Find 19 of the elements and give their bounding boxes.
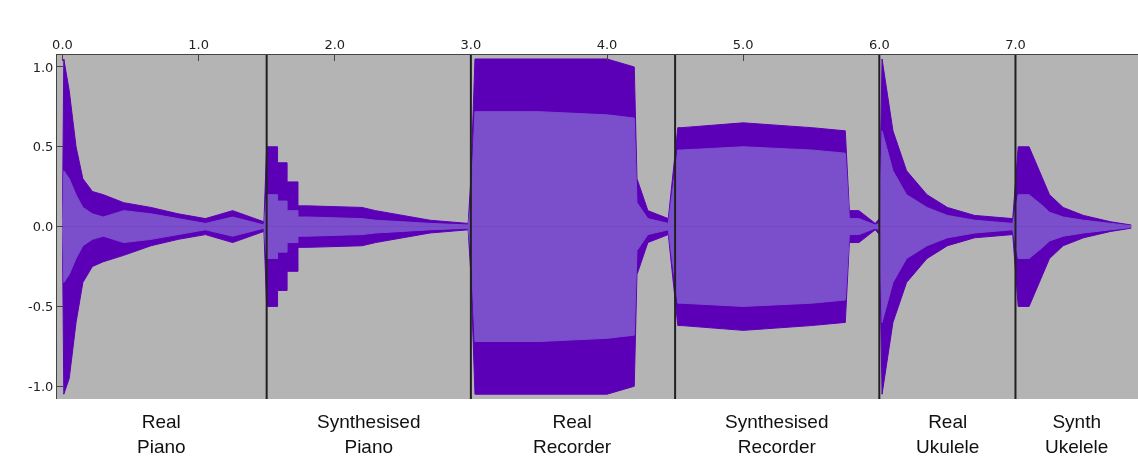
text: Synthesised Recorder xyxy=(725,411,829,457)
text: Synth Ukelele xyxy=(1045,411,1109,457)
text: Real Piano xyxy=(137,411,186,457)
y-tick-label: 1.0 xyxy=(32,59,54,75)
x-tick-label: 6.0 xyxy=(868,36,890,52)
y-tick-label: 0.5 xyxy=(32,139,54,155)
x-tick-label: 4.0 xyxy=(596,36,618,52)
text: Real Recorder xyxy=(533,411,612,457)
x-tick-label: 1.0 xyxy=(188,36,209,52)
text: Synthesised Piano xyxy=(317,411,421,457)
x-tick-label: 7.0 xyxy=(1005,36,1026,52)
x-tick-label: 3.0 xyxy=(460,36,482,52)
y-tick-label: 0.0 xyxy=(32,219,54,235)
x-tick-label: 0.0 xyxy=(52,36,73,52)
text: Real Ukulele xyxy=(916,411,980,457)
y-tick-label: -1.0 xyxy=(28,378,54,394)
x-tick-label: 2.0 xyxy=(324,36,346,52)
y-tick-label: -0.5 xyxy=(28,298,54,314)
x-tick-label: 5.0 xyxy=(732,36,754,52)
